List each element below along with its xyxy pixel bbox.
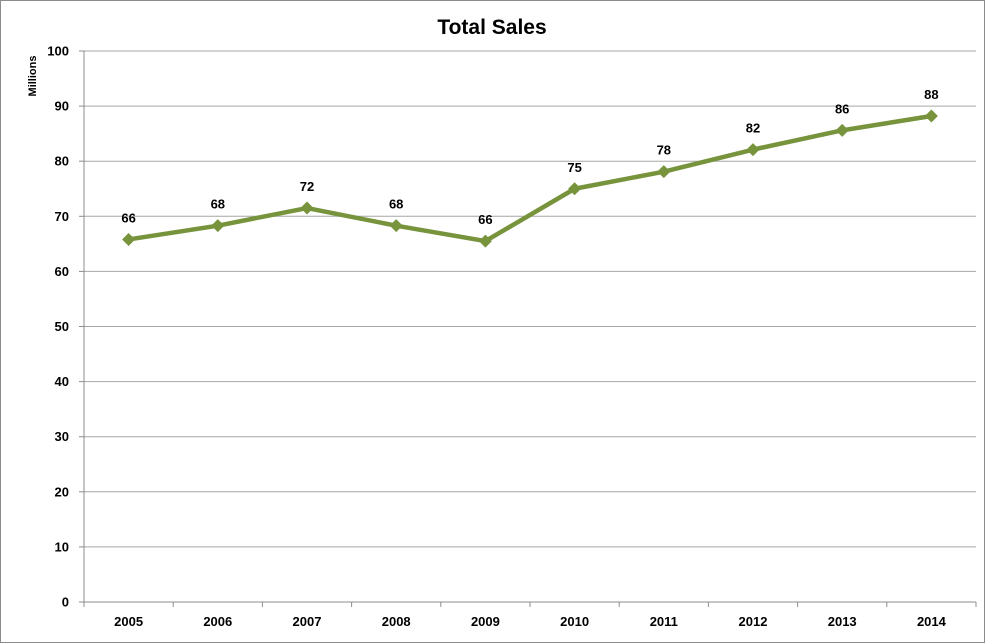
data-label: 82 xyxy=(746,121,760,136)
x-tick-label: 2013 xyxy=(828,614,857,629)
y-tick-label: 50 xyxy=(55,319,69,334)
data-label: 68 xyxy=(211,197,225,212)
x-tick-labels: 2005 2006 2007 2008 2009 2010 2011 2012 2013 2014 xyxy=(114,614,946,629)
data-point-marker xyxy=(211,219,225,233)
y-tick-label: 30 xyxy=(55,429,69,444)
data-label: 86 xyxy=(835,101,849,116)
y-tick-labels: 0 10 20 30 40 50 60 70 80 90 100 xyxy=(47,44,69,610)
series-total-sales xyxy=(122,109,938,248)
y-tick-label: 40 xyxy=(55,374,69,389)
data-labels: 66 68 72 68 66 75 78 82 86 88 xyxy=(121,87,938,227)
data-label: 88 xyxy=(924,87,938,102)
x-tick-label: 2008 xyxy=(382,614,411,629)
y-tick-label: 10 xyxy=(55,539,69,554)
x-tick-label: 2011 xyxy=(650,614,678,629)
x-tick-label: 2012 xyxy=(739,614,768,629)
x-tick-label: 2014 xyxy=(917,614,947,629)
data-label: 66 xyxy=(121,210,135,225)
data-point-marker xyxy=(924,109,938,123)
x-tick-label: 2006 xyxy=(203,614,232,629)
data-label: 78 xyxy=(657,143,671,158)
y-axis-label: Millions xyxy=(27,56,39,97)
y-tick-label: 0 xyxy=(62,595,69,610)
x-tick-label: 2007 xyxy=(293,614,322,629)
x-tick-label: 2010 xyxy=(560,614,589,629)
x-tick-label: 2009 xyxy=(471,614,500,629)
data-point-marker xyxy=(478,234,492,248)
data-label: 75 xyxy=(567,160,581,175)
data-point-marker xyxy=(389,219,403,233)
y-tick-label: 100 xyxy=(47,44,69,59)
y-tick-label: 90 xyxy=(55,99,69,114)
data-point-marker xyxy=(300,201,314,215)
chart-title: Total Sales xyxy=(437,16,546,39)
y-tick-label: 20 xyxy=(55,484,69,499)
data-point-marker xyxy=(568,182,582,196)
data-label: 68 xyxy=(389,197,403,212)
series-line xyxy=(126,113,934,244)
axes xyxy=(79,50,977,607)
y-tick-label: 70 xyxy=(55,209,69,224)
x-tick-label: 2005 xyxy=(114,614,143,629)
data-label: 66 xyxy=(478,212,492,227)
data-point-marker xyxy=(122,232,136,246)
data-point-marker xyxy=(657,165,671,179)
y-tick-label: 80 xyxy=(55,154,69,169)
data-point-marker xyxy=(835,123,849,137)
data-label: 72 xyxy=(300,179,314,194)
gridlines xyxy=(84,50,976,548)
data-point-marker xyxy=(746,143,760,157)
y-tick-label: 60 xyxy=(55,264,69,279)
